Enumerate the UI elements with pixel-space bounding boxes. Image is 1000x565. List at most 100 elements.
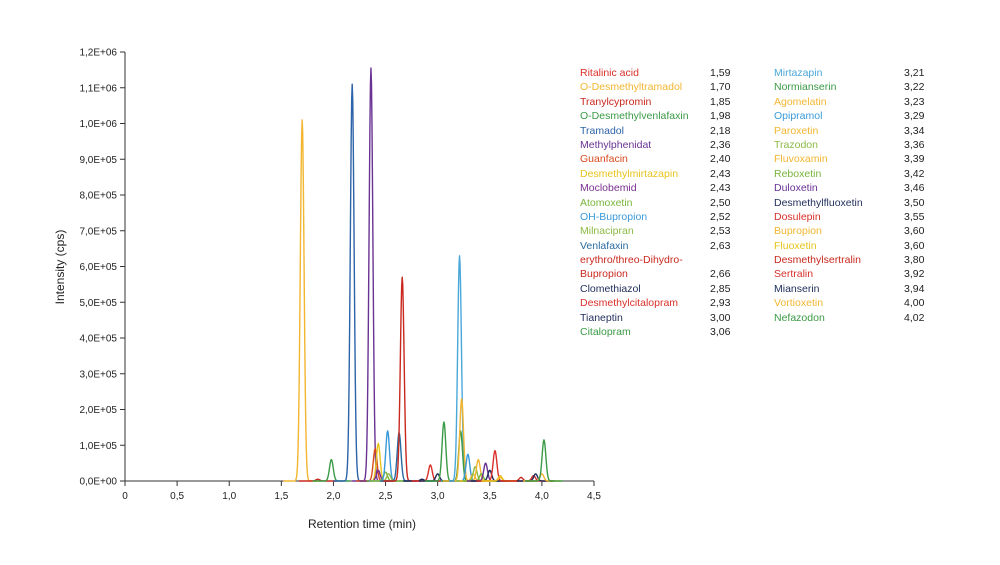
legend-entry: Opipramol 3,29	[774, 109, 954, 123]
legend-entry: O-Desmethyltramadol 1,70	[580, 80, 760, 94]
peak-series	[411, 464, 450, 482]
legend-entry-retention-time: 3,21	[904, 67, 925, 79]
legend-entry-retention-time: 3,92	[904, 268, 925, 281]
legend-entry-name: Methylphenidat	[580, 138, 652, 151]
legend-entry-name: Guanfacin	[580, 153, 628, 166]
x-tick-label: 1,0	[222, 491, 236, 502]
legend-entry-retention-time: 4,02	[904, 311, 925, 324]
legend-entry-name: Desmethylcitalopram	[580, 297, 679, 310]
legend-entry-name: Vortioxetin	[774, 297, 824, 310]
y-tick-label: 9,0E+05	[79, 155, 117, 166]
y-tick-label: 5,0E+05	[79, 298, 117, 309]
legend-entry-name: O-Desmethylvenlafaxin	[580, 110, 689, 123]
legend-entry-retention-time: 2,36	[710, 138, 731, 151]
legend-entry-retention-time: 3,80	[904, 254, 925, 267]
legend-entry: Nefazodon 4,02	[774, 311, 954, 325]
legend-entry-name: Bupropion	[580, 268, 628, 281]
y-tick-label: 8,0E+05	[79, 191, 117, 202]
legend-entry: Mianserin 3,94	[774, 282, 954, 296]
legend-entry-name: erythro/threo-Dihydro-	[580, 254, 683, 267]
legend-entry-name: Dosulepin	[774, 210, 821, 223]
legend-entry: Normianserin 3,22	[774, 80, 954, 94]
y-tick-label: 4,0E+05	[79, 334, 117, 345]
legend-column-1: Ritalinic acid 1,59 O-Desmethyltramadol 1,7…	[580, 66, 760, 339]
legend-entry: Dosulepin 3,55	[774, 210, 954, 224]
x-tick-label: 4,0	[535, 491, 549, 502]
legend-entry: Ritalinic acid 1,59	[580, 66, 760, 80]
legend-entry-retention-time: 3,00	[710, 311, 731, 324]
legend-entry-retention-time: 2,43	[710, 182, 731, 195]
x-axis-label: Retention time (min)	[308, 517, 416, 531]
legend-entry-retention-time: 2,43	[710, 167, 731, 180]
legend-entry-name: Agomelatin	[774, 95, 827, 108]
legend-entry-name: Opipramol	[774, 110, 823, 123]
y-tick-label: 0,0E+00	[79, 477, 117, 488]
legend-entry-retention-time: 2,53	[710, 225, 731, 238]
legend-entry: O-Desmethylvenlafaxin 1,98	[580, 109, 760, 123]
y-tick-label: 6,0E+05	[79, 262, 117, 273]
x-tick-label: 0,5	[170, 491, 184, 502]
legend-entry-retention-time: 3,50	[904, 196, 925, 209]
peak-series	[522, 473, 561, 482]
legend-entry-name: Trazodon	[774, 138, 818, 151]
x-tick-label: 3,5	[483, 491, 497, 502]
legend-entry-name: Moclobemid	[580, 182, 637, 195]
legend-entry: Fluoxetin 3,60	[774, 239, 954, 253]
legend-entry-name: Desmethylsertralin	[774, 254, 861, 267]
legend-entry: erythro/threo-Dihydro-	[580, 253, 760, 267]
legend-entry: Guanfacin 2,40	[580, 152, 760, 166]
legend-entry: Moclobemid 2,43	[580, 181, 760, 195]
legend-entry-retention-time: 3,29	[904, 110, 925, 123]
legend-entry: Desmethylmirtazapin 2,43	[580, 167, 760, 181]
legend-entry-retention-time: 3,34	[904, 124, 925, 137]
legend-entry-name: Nefazodon	[774, 311, 825, 324]
legend-entry-retention-time: 3,36	[904, 138, 925, 151]
y-tick-label: 2,0E+05	[79, 405, 117, 416]
legend-entry-name: OH-Bupropion	[580, 210, 648, 223]
legend-entry: Mirtazapin 3,21	[774, 66, 954, 80]
legend-entry: OH-Bupropion 2,52	[580, 210, 760, 224]
legend-entry-name: Mianserin	[774, 282, 820, 295]
legend-entry-name: Sertralin	[774, 268, 814, 281]
x-tick-label: 2,0	[326, 491, 340, 502]
chart-axes: 0 0,5 1,0 1,5 2,0 2,5 3,0 3,5 4,0 4,5 0,0E+00 1,0E+…	[79, 48, 601, 503]
legend-entry-retention-time: 3,22	[904, 81, 925, 94]
legend-entry-retention-time: 2,63	[710, 239, 731, 252]
legend-entry: Tramadol 2,18	[580, 124, 760, 138]
legend-entry: Clomethiazol 2,85	[580, 282, 760, 296]
legend-entry-name: Desmethylmirtazapin	[580, 167, 679, 180]
peak-series	[352, 67, 390, 482]
legend-entry-name: Venlafaxin	[580, 239, 629, 252]
legend-entry-retention-time: 1,98	[710, 110, 731, 123]
peak-series	[312, 458, 351, 482]
legend-entry-retention-time: 1,59	[710, 67, 731, 79]
legend-entry: Paroxetin 3,34	[774, 124, 954, 138]
chromatogram-peaks	[283, 67, 563, 482]
y-tick-label: 1,2E+06	[79, 48, 117, 59]
legend-entry-name: Ritalinic acid	[580, 67, 639, 79]
y-tick-label: 3,0E+05	[79, 369, 117, 380]
legend-entry-name: Tranylcypromin	[580, 95, 652, 108]
legend-entry-retention-time: 4,00	[904, 297, 925, 310]
peak-series	[369, 473, 408, 482]
peak-series	[525, 439, 563, 482]
legend-entry: Vortioxetin 4,00	[774, 296, 954, 310]
legend-entry-retention-time: 2,93	[710, 297, 731, 310]
legend-entry-retention-time: 3,55	[904, 210, 925, 223]
legend-entry: Duloxetin 3,46	[774, 181, 954, 195]
legend-entry-retention-time: 3,42	[904, 167, 925, 180]
legend-entry-name: Fluoxetin	[774, 239, 817, 252]
legend-entry-name: Milnacipran	[580, 225, 634, 238]
legend-entry-name: Desmethylfluoxetin	[774, 196, 863, 209]
legend-entry-name: Fluvoxamin	[774, 153, 828, 166]
legend-entry: Fluvoxamin 3,39	[774, 152, 954, 166]
legend-entry: Desmethylsertralin 3,80	[774, 253, 954, 267]
legend-entry-name: Duloxetin	[774, 182, 818, 195]
x-tick-label: 2,5	[379, 491, 393, 502]
legend-entry-retention-time: 2,40	[710, 153, 731, 166]
legend-entry-retention-time: 3,06	[710, 326, 731, 339]
legend-entry-name: Mirtazapin	[774, 67, 823, 79]
legend-entry-retention-time: 3,60	[904, 225, 925, 238]
legend-entry: Trazodon 3,36	[774, 138, 954, 152]
